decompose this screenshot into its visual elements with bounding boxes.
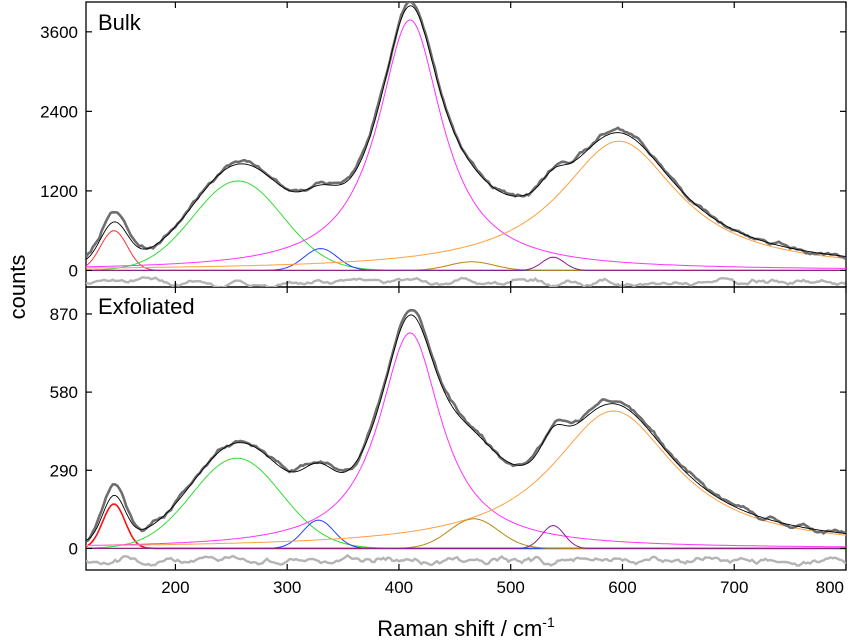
exfoliated-peak-538 (86, 524, 846, 549)
bulk-plot-area (86, 2, 846, 287)
bulk-residual (86, 276, 846, 287)
exfoliated-data-spectrum (86, 308, 846, 543)
bulk-fit-curve (86, 5, 846, 261)
exfoliated-peak-592 (86, 410, 846, 547)
bulk-peak-597 (86, 140, 846, 269)
exfoliated-axes: 0 290 580 870 200 300 400 500 600 700 800 (50, 287, 847, 597)
x-tick-label: 200 (161, 578, 189, 597)
x-tick-label: 500 (497, 578, 525, 597)
bulk-peak-465 (86, 261, 846, 271)
bulk-peak-410 (86, 19, 846, 269)
bulk-y-tick-label: 1200 (40, 182, 78, 201)
exfoliated-residual (86, 553, 846, 567)
bulk-y-tick-label: 2400 (40, 102, 78, 121)
exfoliated-y-tick-label: 0 (69, 539, 78, 558)
exfoliated-peak-410 (86, 332, 846, 548)
x-tick-label: 300 (273, 578, 301, 597)
x-tick-label: 700 (720, 578, 748, 597)
exfoliated-y-tick-label: 290 (50, 461, 78, 480)
panel-label-bulk: Bulk (98, 10, 142, 35)
x-axis-title-superscript: -1 (542, 614, 555, 630)
panel-frame-bulk (85, 1, 847, 288)
bulk-data-spectrum (86, 2, 846, 261)
x-tick-label: 600 (608, 578, 636, 597)
bulk-peak-145 (86, 230, 846, 271)
exfoliated-y-tick-label: 870 (50, 305, 78, 324)
x-axis-title: Raman shift / cm-1 (377, 614, 555, 641)
bulk-peak-538 (86, 256, 846, 271)
x-axis-title-text: Raman shift / cm (377, 616, 542, 641)
x-tick-label: 400 (385, 578, 413, 597)
x-tick-label: 800 (816, 578, 844, 597)
panel-frame-exfoliated (85, 286, 847, 571)
bulk-y-tick-label: 0 (69, 261, 78, 280)
y-axis-title: counts (5, 255, 30, 320)
exfoliated-fit-curve (86, 314, 846, 541)
exfoliated-plot-area (86, 308, 846, 567)
bulk-axes: 0 1200 2400 3600 (40, 2, 847, 287)
exfoliated-y-tick-label: 580 (50, 383, 78, 402)
panel-label-exfoliated: Exfoliated (98, 294, 195, 319)
bulk-y-tick-label: 3600 (40, 23, 78, 42)
